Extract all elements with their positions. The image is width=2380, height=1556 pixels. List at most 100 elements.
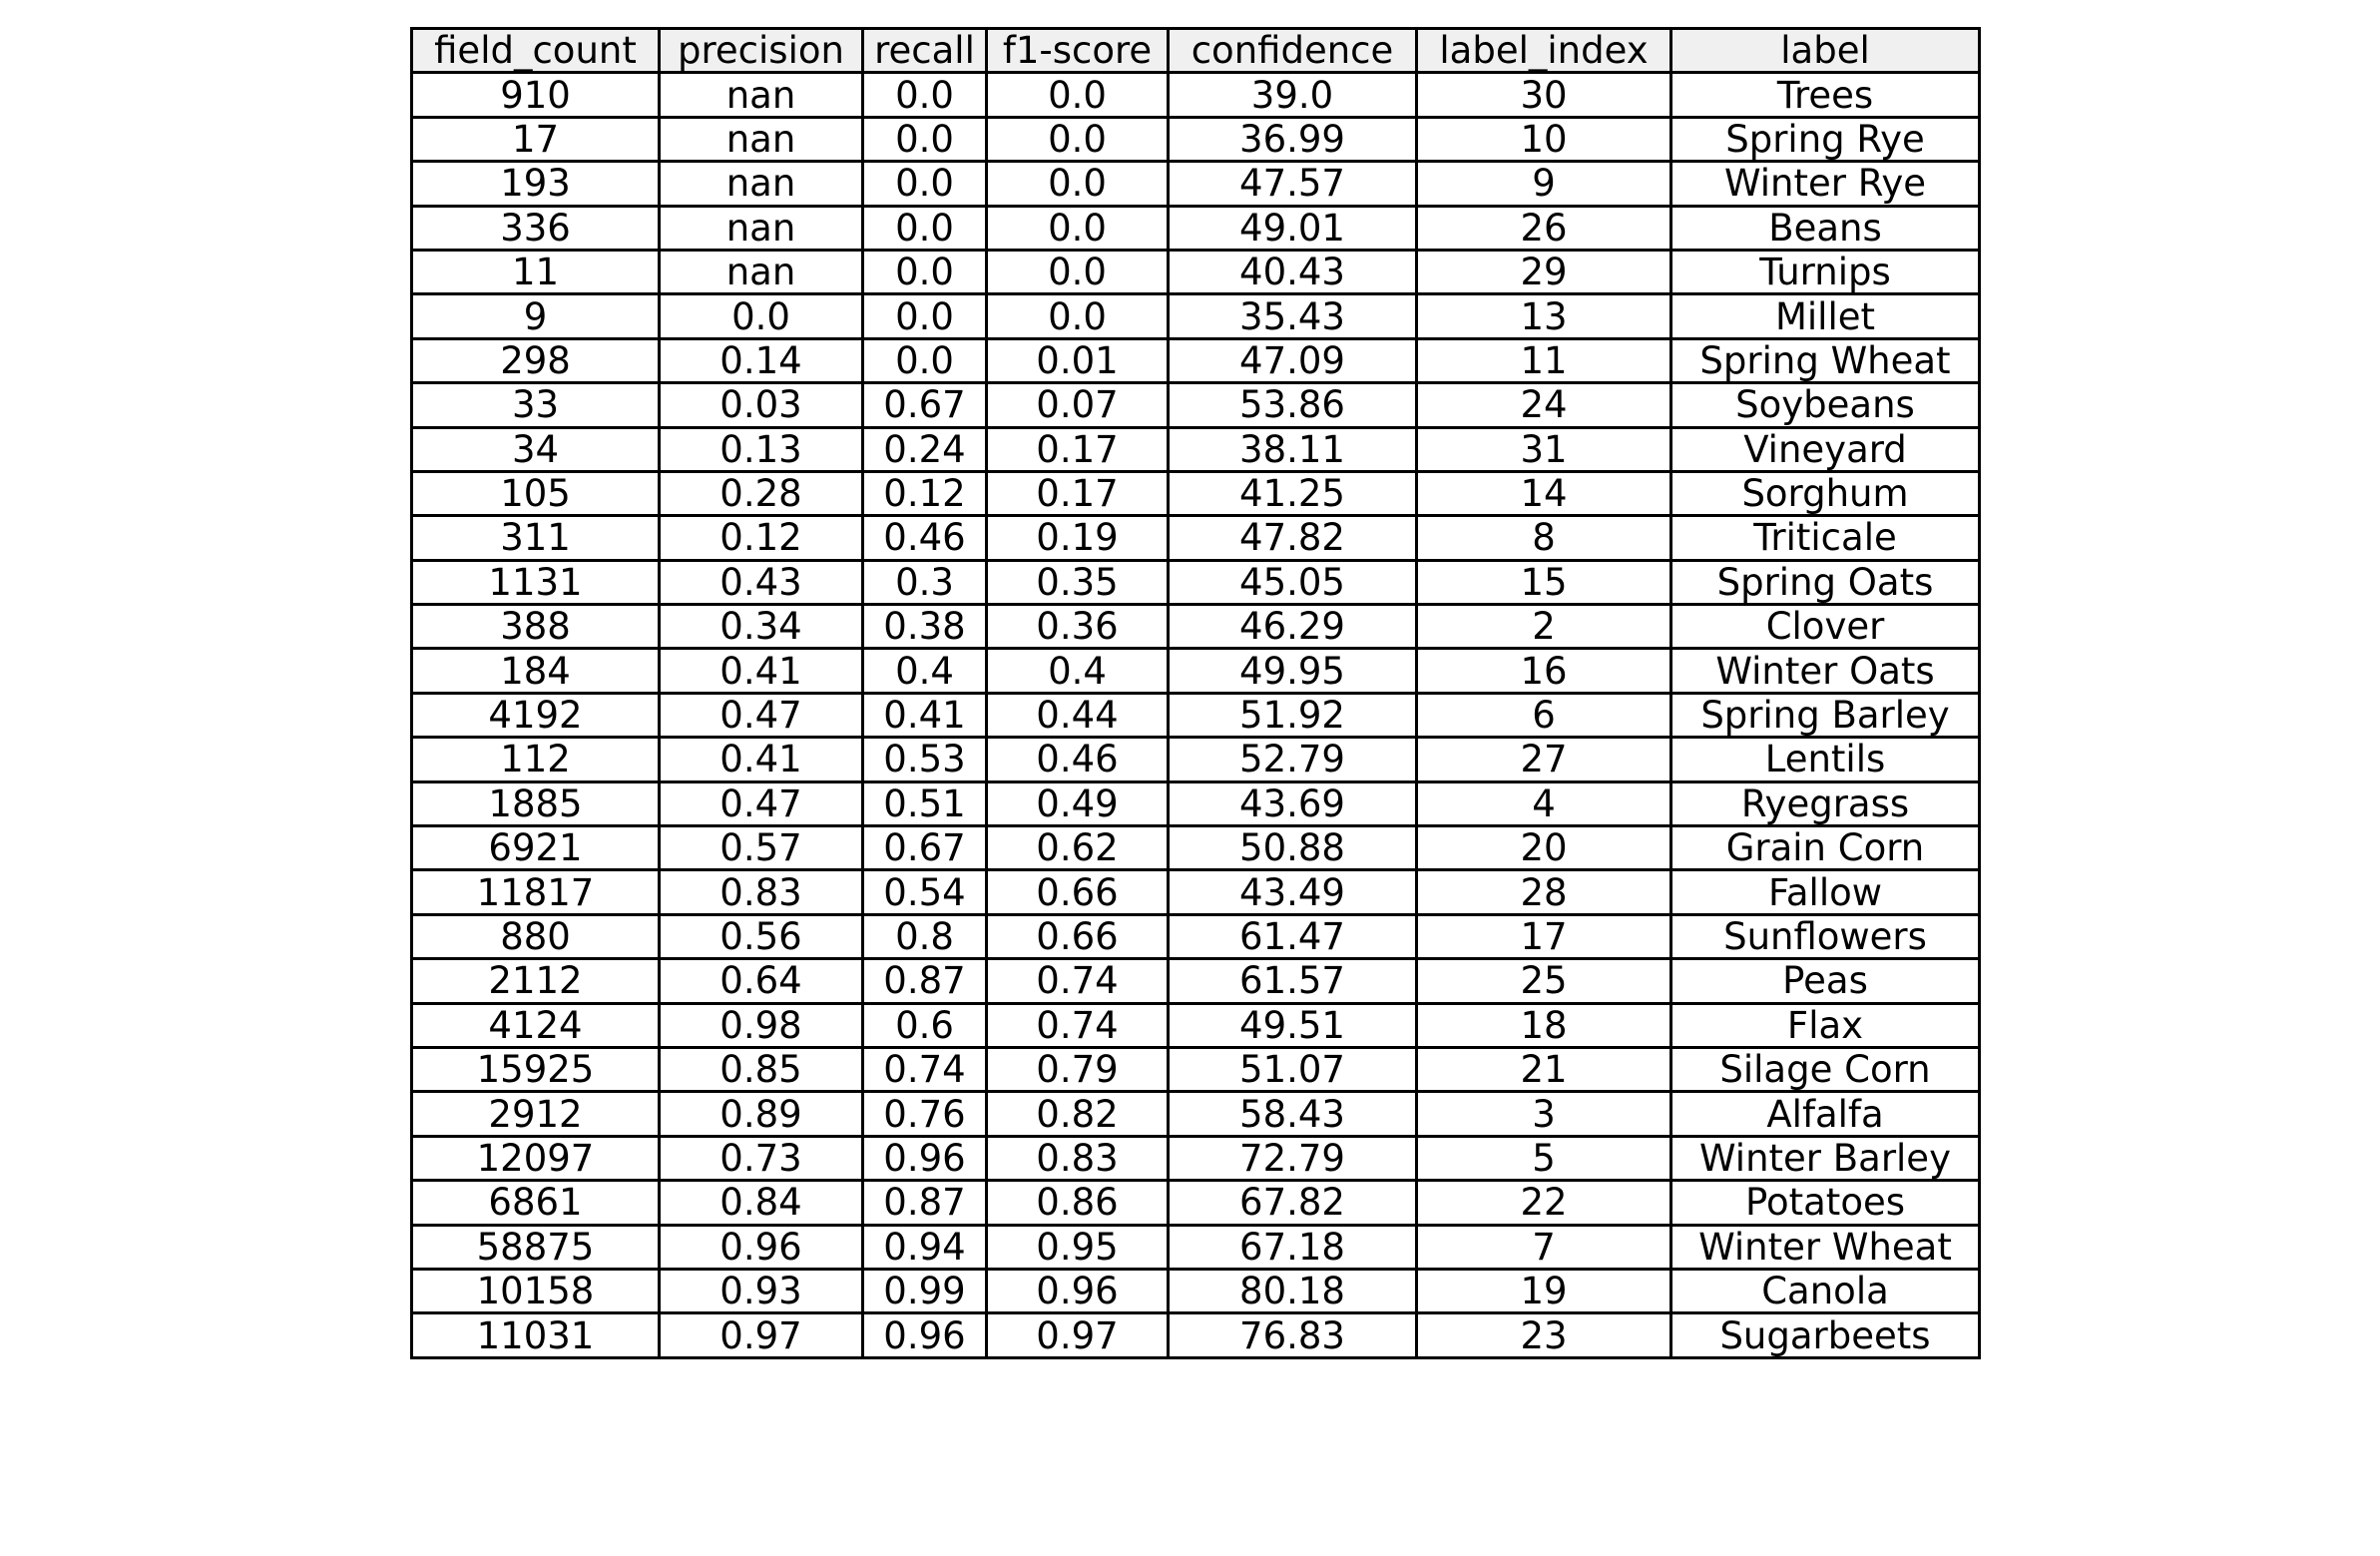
table-container: field_count precision recall f1-score confid… <box>410 26 1981 1359</box>
cell-recall: 0.87 <box>861 1179 988 1227</box>
cell-precision: 0.56 <box>658 912 864 961</box>
cell-f1-score: 0.0 <box>985 292 1170 340</box>
cell-field-count: 910 <box>410 71 661 119</box>
cell-precision: 0.83 <box>658 868 864 916</box>
cell-label-index: 25 <box>1415 957 1672 1005</box>
cell-recall: 0.99 <box>861 1267 988 1315</box>
table-row: 33 0.03 0.67 0.07 53.86 24 Soybeans <box>410 381 1981 429</box>
table-row: 1131 0.43 0.3 0.35 45.05 15 Spring Oats <box>410 558 1981 607</box>
cell-confidence: 46.29 <box>1167 603 1418 651</box>
cell-confidence: 80.18 <box>1167 1267 1418 1315</box>
column-header-f1-score: f1-score <box>985 26 1170 75</box>
cell-precision: 0.13 <box>658 425 864 473</box>
cell-label-index: 6 <box>1415 691 1672 740</box>
cell-recall: 0.67 <box>861 824 988 872</box>
cell-f1-score: 0.82 <box>985 1090 1170 1138</box>
cell-recall: 0.0 <box>861 115 988 164</box>
cell-confidence: 49.01 <box>1167 204 1418 252</box>
cell-label: Fallow <box>1669 868 1981 916</box>
cell-label-index: 26 <box>1415 204 1672 252</box>
cell-recall: 0.0 <box>861 71 988 119</box>
table-row: 193 nan 0.0 0.0 47.57 9 Winter Rye <box>410 160 1981 208</box>
cell-field-count: 298 <box>410 336 661 385</box>
cell-field-count: 11031 <box>410 1311 661 1359</box>
cell-recall: 0.74 <box>861 1045 988 1094</box>
cell-label-index: 29 <box>1415 248 1672 296</box>
cell-field-count: 193 <box>410 160 661 208</box>
cell-recall: 0.0 <box>861 336 988 385</box>
cell-label-index: 23 <box>1415 1311 1672 1359</box>
cell-precision: 0.41 <box>658 736 864 783</box>
column-header-label: label <box>1669 26 1981 75</box>
cell-precision: nan <box>658 160 864 208</box>
table-row: 910 nan 0.0 0.0 39.0 30 Trees <box>410 71 1981 119</box>
cell-recall: 0.94 <box>861 1223 988 1271</box>
cell-f1-score: 0.95 <box>985 1223 1170 1271</box>
table-row: 388 0.34 0.38 0.36 46.29 2 Clover <box>410 603 1981 651</box>
cell-label-index: 21 <box>1415 1045 1672 1094</box>
cell-field-count: 4192 <box>410 691 661 740</box>
cell-label: Millet <box>1669 292 1981 340</box>
cell-label-index: 30 <box>1415 71 1672 119</box>
cell-precision: nan <box>658 204 864 252</box>
cell-label: Turnips <box>1669 248 1981 296</box>
cell-recall: 0.0 <box>861 292 988 340</box>
table-row: 6861 0.84 0.87 0.86 67.82 22 Potatoes <box>410 1179 1981 1227</box>
cell-confidence: 61.47 <box>1167 912 1418 961</box>
cell-field-count: 10158 <box>410 1267 661 1315</box>
cell-field-count: 6861 <box>410 1179 661 1227</box>
cell-precision: 0.47 <box>658 779 864 828</box>
cell-field-count: 4124 <box>410 1001 661 1049</box>
cell-precision: 0.41 <box>658 647 864 695</box>
cell-field-count: 11817 <box>410 868 661 916</box>
cell-label: Grain Corn <box>1669 824 1981 872</box>
table-row: 11817 0.83 0.54 0.66 43.49 28 Fallow <box>410 868 1981 916</box>
cell-precision: 0.93 <box>658 1267 864 1315</box>
cell-label: Canola <box>1669 1267 1981 1315</box>
cell-precision: 0.98 <box>658 1001 864 1049</box>
cell-f1-score: 0.0 <box>985 71 1170 119</box>
cell-recall: 0.46 <box>861 514 988 562</box>
cell-confidence: 61.57 <box>1167 957 1418 1005</box>
cell-f1-score: 0.79 <box>985 1045 1170 1094</box>
cell-precision: nan <box>658 248 864 296</box>
cell-label-index: 13 <box>1415 292 1672 340</box>
cell-label-index: 7 <box>1415 1223 1672 1271</box>
table-header-row: field_count precision recall f1-score confid… <box>410 26 1981 75</box>
cell-field-count: 15925 <box>410 1045 661 1094</box>
cell-label: Soybeans <box>1669 381 1981 429</box>
cell-label-index: 14 <box>1415 469 1672 518</box>
cell-confidence: 51.92 <box>1167 691 1418 740</box>
cell-label: Sugarbeets <box>1669 1311 1981 1359</box>
cell-label: Clover <box>1669 603 1981 651</box>
cell-label-index: 2 <box>1415 603 1672 651</box>
cell-recall: 0.8 <box>861 912 988 961</box>
cell-recall: 0.54 <box>861 868 988 916</box>
cell-confidence: 67.18 <box>1167 1223 1418 1271</box>
cell-field-count: 17 <box>410 115 661 164</box>
cell-confidence: 40.43 <box>1167 248 1418 296</box>
cell-precision: 0.0 <box>658 292 864 340</box>
cell-label-index: 17 <box>1415 912 1672 961</box>
cell-label: Flax <box>1669 1001 1981 1049</box>
cell-f1-score: 0.19 <box>985 514 1170 562</box>
cell-confidence: 53.86 <box>1167 381 1418 429</box>
cell-recall: 0.0 <box>861 248 988 296</box>
cell-confidence: 36.99 <box>1167 115 1418 164</box>
cell-confidence: 52.79 <box>1167 736 1418 783</box>
cell-label-index: 24 <box>1415 381 1672 429</box>
cell-field-count: 9 <box>410 292 661 340</box>
table-row: 9 0.0 0.0 0.0 35.43 13 Millet <box>410 292 1981 340</box>
cell-confidence: 47.82 <box>1167 514 1418 562</box>
cell-label: Winter Rye <box>1669 160 1981 208</box>
cell-confidence: 45.05 <box>1167 558 1418 607</box>
cell-label-index: 18 <box>1415 1001 1672 1049</box>
cell-label-index: 3 <box>1415 1090 1672 1138</box>
cell-precision: 0.97 <box>658 1311 864 1359</box>
cell-confidence: 51.07 <box>1167 1045 1418 1094</box>
table-row: 298 0.14 0.0 0.01 47.09 11 Spring Wheat <box>410 336 1981 385</box>
cell-f1-score: 0.74 <box>985 957 1170 1005</box>
cell-f1-score: 0.44 <box>985 691 1170 740</box>
cell-f1-score: 0.46 <box>985 736 1170 783</box>
cell-field-count: 58875 <box>410 1223 661 1271</box>
